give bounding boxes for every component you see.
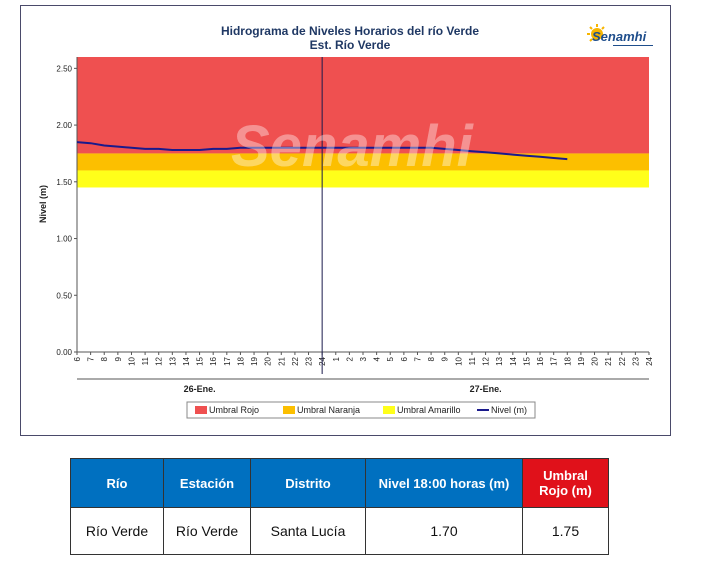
x-tick-label: 12 bbox=[155, 356, 164, 365]
x-tick-label: 10 bbox=[454, 356, 463, 365]
chart-frame: Hidrograma de Niveles Horarios del río V… bbox=[20, 5, 671, 436]
x-tick-label: 22 bbox=[618, 356, 627, 365]
x-tick-label: 21 bbox=[604, 356, 613, 365]
x-tick-label: 2 bbox=[345, 356, 354, 361]
band-umbral-naranja bbox=[77, 153, 649, 171]
x-tick-label: 9 bbox=[441, 356, 450, 361]
legend: Umbral Rojo Umbral Naranja Umbral Amarillo… bbox=[186, 401, 536, 419]
x-tick-label: 18 bbox=[563, 356, 572, 365]
cell-rio: Río Verde bbox=[70, 507, 164, 555]
cell-estacion: Río Verde bbox=[163, 507, 251, 555]
x-tick-label: 20 bbox=[264, 356, 273, 365]
legend-swatch bbox=[283, 406, 295, 414]
legend-label: Umbral Naranja bbox=[297, 405, 360, 415]
x-tick-label: 4 bbox=[373, 356, 382, 361]
y-tick-label: 2.00 bbox=[56, 121, 72, 130]
x-tick-label: 23 bbox=[631, 356, 640, 365]
x-tick-label: 13 bbox=[495, 356, 504, 365]
x-tick-label: 3 bbox=[359, 356, 368, 361]
header-distrito: Distrito bbox=[250, 458, 366, 508]
legend-label: Umbral Amarillo bbox=[397, 405, 461, 415]
x-tick-label: 16 bbox=[209, 356, 218, 365]
x-tick-label: 24 bbox=[645, 356, 654, 365]
cell-distrito: Santa Lucía bbox=[250, 507, 366, 555]
logo-text: Senamhi bbox=[592, 29, 647, 44]
table-row: Río Verde Río Verde Santa Lucía 1.70 1.7… bbox=[70, 507, 609, 555]
x-tick-label: 22 bbox=[291, 356, 300, 365]
x-tick-label: 6 bbox=[400, 356, 409, 361]
header-estacion: Estación bbox=[163, 458, 251, 508]
watermark: Senamhi bbox=[231, 114, 475, 179]
header-umbral-rojo: Umbral Rojo (m) bbox=[522, 458, 609, 508]
x-tick-label: 17 bbox=[550, 356, 559, 365]
x-tick-label: 8 bbox=[100, 356, 109, 361]
hydrograph-chart: Hidrograma de Niveles Horarios del río V… bbox=[38, 24, 654, 419]
x-tick-label: 21 bbox=[277, 356, 286, 365]
y-axis-label: Nivel (m) bbox=[38, 185, 48, 223]
x-tick-label: 9 bbox=[114, 356, 123, 361]
date-label: 26-Ene. bbox=[184, 384, 216, 394]
x-tick-label: 15 bbox=[522, 356, 531, 365]
table-header-row: Río Estación Distrito Nivel 18:00 horas … bbox=[70, 458, 609, 508]
x-tick-label: 10 bbox=[127, 356, 136, 365]
x-tick-label: 19 bbox=[577, 356, 586, 365]
y-tick-label: 0.00 bbox=[56, 348, 72, 357]
x-tick-label: 15 bbox=[196, 356, 205, 365]
senamhi-logo: Senamhi bbox=[587, 24, 653, 46]
x-tick-label: 12 bbox=[482, 356, 491, 365]
x-tick-label: 6 bbox=[73, 356, 82, 361]
chart-subtitle: Est. Río Verde bbox=[310, 38, 391, 52]
header-rio: Río bbox=[70, 458, 164, 508]
x-tick-label: 16 bbox=[536, 356, 545, 365]
x-tick-label: 20 bbox=[591, 356, 600, 365]
x-tick-label: 5 bbox=[386, 356, 395, 361]
legend-label: Umbral Rojo bbox=[209, 405, 259, 415]
header-nivel: Nivel 18:00 horas (m) bbox=[365, 458, 523, 508]
date-label: 27-Ene. bbox=[470, 384, 502, 394]
x-tick-label: 1 bbox=[332, 356, 341, 361]
legend-swatch bbox=[195, 406, 207, 414]
x-tick-label: 13 bbox=[168, 356, 177, 365]
y-tick-label: 2.50 bbox=[56, 64, 72, 73]
legend-swatch bbox=[383, 406, 395, 414]
x-tick-label: 17 bbox=[223, 356, 232, 365]
series-line-nivel bbox=[76, 141, 568, 161]
watermark-text: Senamhi bbox=[231, 114, 475, 179]
x-tick-label: 11 bbox=[468, 356, 477, 365]
legend-label: Nivel (m) bbox=[491, 405, 527, 415]
x-tick-label: 7 bbox=[413, 356, 422, 361]
cell-umbral-rojo: 1.75 bbox=[522, 507, 609, 555]
x-tick-label: 23 bbox=[305, 356, 314, 365]
band-umbral-rojo bbox=[77, 57, 649, 154]
chart-title: Hidrograma de Niveles Horarios del río V… bbox=[221, 24, 479, 38]
summary-table: Río Estación Distrito Nivel 18:00 horas … bbox=[70, 458, 609, 555]
y-tick-label: 1.00 bbox=[56, 235, 72, 244]
y-tick-label: 1.50 bbox=[56, 178, 72, 187]
x-tick-label: 14 bbox=[182, 356, 191, 365]
x-tick-label: 7 bbox=[87, 356, 96, 361]
legend-box bbox=[186, 401, 536, 419]
plot-area: 0.000.501.001.502.002.506 7 8 9 10 11 12 13 14 15… bbox=[56, 57, 654, 394]
band-umbral-amarillo bbox=[77, 170, 649, 188]
x-tick-label: 19 bbox=[250, 356, 259, 365]
x-tick-label: 8 bbox=[427, 356, 436, 361]
y-tick-label: 0.50 bbox=[56, 291, 72, 300]
x-tick-label: 11 bbox=[141, 356, 150, 365]
x-tick-label: 14 bbox=[509, 356, 518, 365]
x-tick-label: 18 bbox=[236, 356, 245, 365]
cell-nivel: 1.70 bbox=[365, 507, 523, 555]
